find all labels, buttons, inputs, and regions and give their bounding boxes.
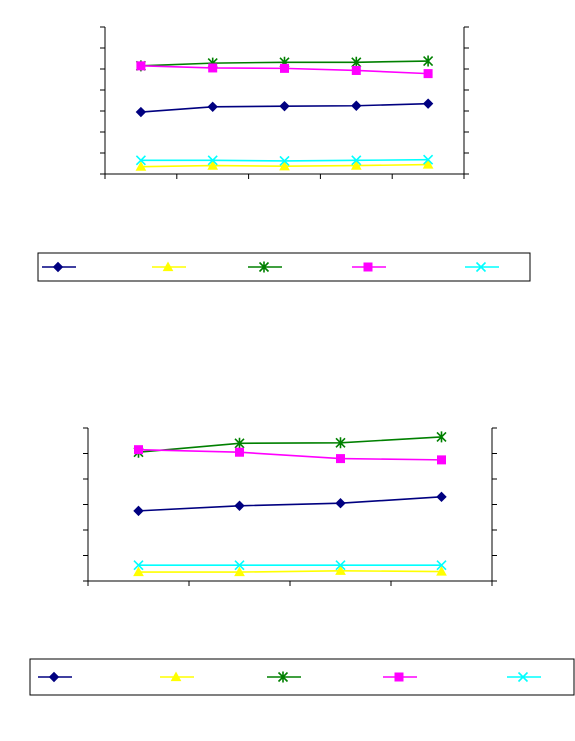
series-2-point bbox=[133, 566, 144, 577]
legend-series-5-marker bbox=[517, 671, 529, 683]
legend-series-4-marker bbox=[363, 262, 373, 272]
series-3-point bbox=[234, 437, 245, 449]
legend-series-1-marker bbox=[52, 261, 64, 273]
series-4-point bbox=[336, 454, 345, 464]
series-5-point bbox=[436, 560, 447, 571]
series-1-point bbox=[279, 100, 290, 112]
series-4-point bbox=[423, 69, 433, 79]
series-2-point bbox=[135, 161, 147, 171]
legend-series-3-marker bbox=[277, 671, 289, 683]
legend-series-5-marker bbox=[475, 261, 487, 273]
legend-series-2-marker bbox=[162, 261, 174, 272]
legend-series-3-marker bbox=[258, 261, 270, 273]
chart-2-legend bbox=[29, 658, 575, 696]
series-2-point bbox=[422, 159, 434, 169]
series-2-point bbox=[279, 160, 290, 171]
series-1-line bbox=[138, 496, 442, 512]
series-1-point bbox=[351, 100, 362, 111]
series-3-point bbox=[436, 431, 447, 443]
legend-series-1-marker bbox=[48, 671, 60, 683]
chart-2 bbox=[83, 427, 497, 586]
series-3-point bbox=[423, 55, 434, 67]
series-4-point bbox=[136, 61, 146, 71]
legend-box bbox=[37, 252, 531, 282]
series-2-point bbox=[436, 566, 447, 576]
series-4-point bbox=[208, 63, 218, 73]
series-5-point bbox=[207, 155, 218, 166]
series-1-point bbox=[207, 101, 218, 113]
series-1-point bbox=[436, 491, 447, 503]
series-2-point bbox=[207, 160, 219, 170]
series-2-line bbox=[138, 569, 442, 573]
series-5-point bbox=[135, 155, 146, 166]
series-1-point bbox=[234, 500, 245, 511]
legend-box bbox=[29, 658, 575, 696]
series-2-point bbox=[335, 565, 346, 575]
series-3-line bbox=[138, 436, 442, 454]
chart-1 bbox=[100, 26, 469, 179]
series-5-point bbox=[133, 560, 144, 571]
series-1-point bbox=[135, 106, 147, 118]
series-4-point bbox=[437, 455, 446, 465]
series-2-point bbox=[350, 160, 362, 170]
series-3-point bbox=[351, 56, 362, 68]
series-1-point bbox=[422, 98, 434, 109]
legend-series-2-marker bbox=[170, 671, 182, 682]
legend-series-4-marker bbox=[394, 672, 404, 682]
series-5-point bbox=[234, 560, 245, 571]
series-5-point bbox=[423, 154, 434, 165]
series-5-point bbox=[279, 155, 290, 167]
series-3-point bbox=[335, 437, 346, 449]
series-4-point bbox=[280, 63, 289, 73]
series-1-point bbox=[335, 498, 346, 509]
series-5-point bbox=[335, 560, 346, 571]
series-4-point bbox=[235, 447, 244, 457]
series-2-point bbox=[234, 566, 245, 577]
series-4-point bbox=[134, 445, 143, 455]
chart-1-legend bbox=[37, 252, 531, 282]
series-1-point bbox=[133, 505, 144, 517]
series-4-line bbox=[138, 448, 442, 461]
series-4-point bbox=[351, 65, 361, 75]
series-5-point bbox=[351, 155, 362, 166]
